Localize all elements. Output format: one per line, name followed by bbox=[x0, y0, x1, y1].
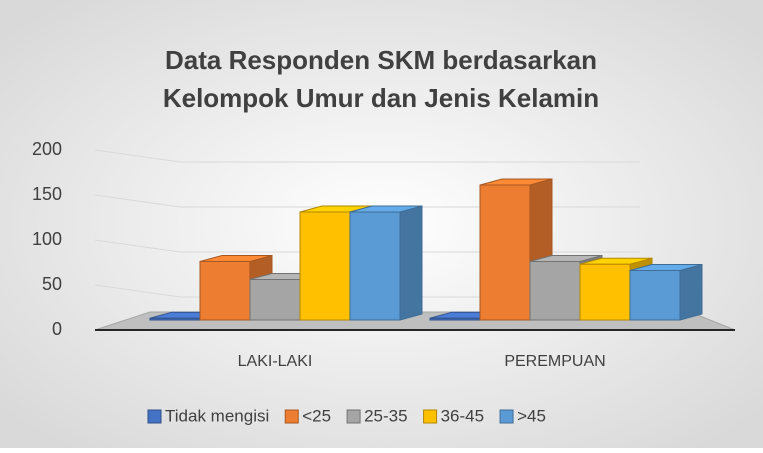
legend-label: Tidak mengisi bbox=[165, 406, 269, 425]
x-tick-label: PEREMPUAN bbox=[504, 353, 605, 370]
bar bbox=[349, 205, 423, 321]
bar-face bbox=[199, 261, 251, 321]
bar-face bbox=[529, 261, 581, 321]
bar-face bbox=[149, 317, 201, 321]
legend-label: <25 bbox=[302, 406, 331, 425]
chart-title: Kelompok Umur dan Jenis Kelamin bbox=[163, 83, 599, 113]
bar-face bbox=[429, 317, 481, 321]
y-tick-label: 50 bbox=[42, 274, 62, 294]
y-tick-label: 0 bbox=[52, 319, 62, 339]
bar-face bbox=[679, 263, 703, 321]
bar-face bbox=[249, 279, 301, 321]
x-tick-label: LAKI-LAKI bbox=[238, 353, 313, 370]
bar-face bbox=[579, 263, 631, 321]
bar-face bbox=[629, 270, 681, 321]
chart-title: Data Responden SKM berdasarkan bbox=[165, 45, 597, 75]
legend-swatch bbox=[284, 409, 299, 424]
legend-swatch bbox=[346, 409, 361, 424]
legend-swatch bbox=[423, 409, 438, 424]
y-tick-label: 200 bbox=[32, 139, 62, 159]
y-tick-label: 100 bbox=[32, 229, 62, 249]
legend-label: >45 bbox=[517, 406, 546, 425]
legend-label: 25-35 bbox=[364, 406, 407, 425]
bar-face bbox=[479, 184, 531, 321]
bar bbox=[629, 263, 703, 321]
bar-face bbox=[349, 211, 401, 321]
grid-line bbox=[94, 149, 640, 163]
legend-swatch bbox=[499, 409, 514, 424]
bar-face bbox=[299, 211, 351, 321]
bar-face bbox=[399, 205, 423, 321]
legend-label: 36-45 bbox=[441, 406, 484, 425]
y-tick-label: 150 bbox=[32, 184, 62, 204]
legend-swatch bbox=[147, 409, 162, 424]
